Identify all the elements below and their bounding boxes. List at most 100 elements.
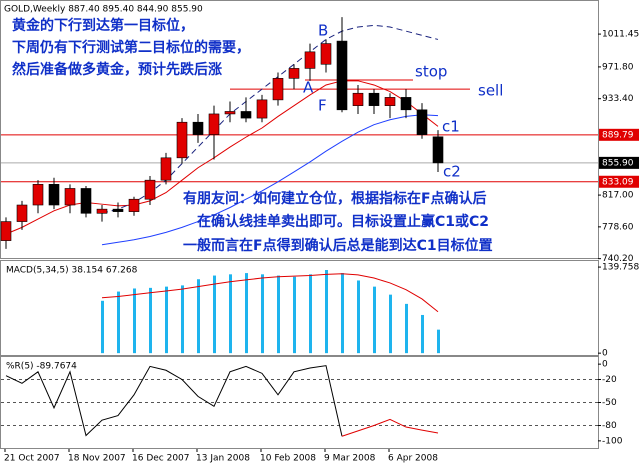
candle-body xyxy=(272,78,284,101)
y-tick-label: 740.20 xyxy=(602,254,634,264)
candle-body xyxy=(384,97,396,106)
candle-body xyxy=(336,40,348,111)
candle-body xyxy=(160,157,172,181)
macd-bar xyxy=(197,279,200,354)
macd-bar xyxy=(261,274,264,354)
annotation: 下周仍有下行测试第二目标位的需要， xyxy=(12,39,250,56)
y-tick-label: 139.758 xyxy=(602,263,639,273)
overlay-line xyxy=(5,80,439,235)
wpr-line xyxy=(341,418,439,437)
macd-bar xyxy=(309,274,312,354)
level-label-bg xyxy=(599,175,639,188)
annotation: sell xyxy=(478,82,503,100)
candle-body xyxy=(352,92,364,106)
macd-bar xyxy=(405,303,408,354)
macd-bar xyxy=(245,273,248,354)
last-price-bg xyxy=(599,156,639,169)
macd-bar xyxy=(341,273,344,354)
x-tick-label: 6 Apr 2008 xyxy=(388,454,438,464)
candle-body xyxy=(400,97,412,111)
macd-bar xyxy=(229,274,232,354)
wpr-title: %R(5) -89.7674 xyxy=(6,362,77,372)
candle-body xyxy=(0,221,12,241)
annotation: 然后准备做多黄金，预计先跌后涨 xyxy=(12,61,222,78)
candle-body xyxy=(432,136,444,164)
y-tick-label: 933.40 xyxy=(602,94,634,104)
annotation: F xyxy=(318,97,327,115)
macd-bar xyxy=(373,286,376,354)
macd-bar xyxy=(117,291,120,354)
candle-body xyxy=(256,99,268,119)
candle-body xyxy=(16,204,28,222)
y-tick-label: 0 xyxy=(602,360,608,370)
y-tick-label: -100 xyxy=(602,436,623,446)
annotation: 黄金的下行到达第一目标位， xyxy=(12,17,194,34)
annotation: stop xyxy=(415,63,447,81)
x-tick-label: 18 Nov 2007 xyxy=(68,454,126,464)
level-label: 833.09 xyxy=(602,177,634,187)
x-tick-label: 10 Feb 2008 xyxy=(260,454,316,464)
candle-body xyxy=(416,109,428,135)
x-tick-label: 13 Jan 2008 xyxy=(196,454,250,464)
candle-body xyxy=(144,179,156,200)
candle-body xyxy=(96,208,108,214)
candle-body xyxy=(320,43,332,65)
candle-body xyxy=(112,208,124,212)
candle-body xyxy=(32,184,44,206)
macd-bar xyxy=(357,280,360,354)
candle-body xyxy=(80,188,92,214)
macd-title: MACD(5,34,5) 38.154 67.268 xyxy=(6,266,138,276)
macd-bar xyxy=(133,288,136,354)
macd-bar xyxy=(325,270,328,354)
candle-body xyxy=(224,111,236,115)
candle-body xyxy=(192,121,204,135)
annotation: 一般而言在F点得到确认后总是能到达C1目标位置 xyxy=(183,237,493,254)
level-label-bg xyxy=(599,128,639,141)
y-tick-label: 971.80 xyxy=(602,62,634,72)
candle-body xyxy=(64,188,76,206)
y-tick-label: -50 xyxy=(602,398,617,408)
y-tick-label: 778.60 xyxy=(602,222,634,232)
wpr-line xyxy=(5,365,343,437)
overlay-line xyxy=(101,24,439,214)
macd-bar xyxy=(293,276,296,354)
candle-body xyxy=(48,184,60,206)
level-label: 889.79 xyxy=(602,130,634,140)
macd-bar xyxy=(437,329,440,354)
candle-body xyxy=(208,113,220,135)
y-tick-label: 1011.45 xyxy=(602,30,639,40)
annotation: c1 xyxy=(442,118,460,136)
annotation: 有朋友问：如何建立仓位，根据指标在F点确认后 xyxy=(183,190,487,207)
last-price-label: 855.90 xyxy=(602,158,634,168)
macd-bar xyxy=(389,294,392,354)
candle-body xyxy=(368,92,380,106)
signal-line xyxy=(101,273,439,313)
macd-panel xyxy=(0,260,599,356)
macd-bar xyxy=(421,314,424,354)
y-tick-label: -80 xyxy=(602,421,617,431)
macd-bar xyxy=(149,287,152,354)
price-panel xyxy=(0,0,599,259)
candle-body xyxy=(288,68,300,79)
annotation: 在确认线挂单卖出即可。目标设置止赢C1或C2 xyxy=(197,213,489,230)
macd-bar xyxy=(101,300,104,354)
y-tick-label: 0 xyxy=(602,349,608,359)
candle-body xyxy=(240,111,252,119)
price-title: GOLD,Weekly 887.40 895.40 844.90 855.90 xyxy=(4,5,203,15)
x-tick-label: 9 Mar 2008 xyxy=(324,454,376,464)
x-tick-label: 21 Oct 2007 xyxy=(4,454,60,464)
macd-bar xyxy=(277,275,280,354)
macd-bar xyxy=(213,275,216,354)
candle-body xyxy=(304,51,316,69)
overlay-line xyxy=(101,114,439,246)
annotation: c2 xyxy=(443,163,461,181)
y-tick-label: 817.00 xyxy=(602,191,634,201)
annotation: A xyxy=(303,79,314,97)
macd-bar xyxy=(165,286,168,354)
annotation: B xyxy=(318,22,328,40)
candle-body xyxy=(128,198,140,212)
x-tick-label: 16 Dec 2007 xyxy=(132,454,190,464)
candle-body xyxy=(176,121,188,159)
